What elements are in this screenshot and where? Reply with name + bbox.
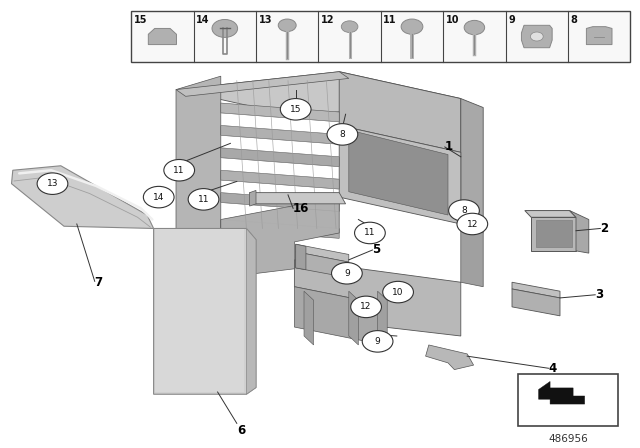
Text: 13: 13 bbox=[259, 15, 272, 25]
Text: 486956: 486956 bbox=[548, 434, 588, 444]
Polygon shape bbox=[294, 287, 384, 345]
Circle shape bbox=[351, 296, 381, 318]
Text: 2: 2 bbox=[600, 222, 609, 235]
Polygon shape bbox=[250, 193, 346, 204]
Polygon shape bbox=[12, 166, 154, 228]
Polygon shape bbox=[426, 345, 474, 370]
Text: 16: 16 bbox=[293, 202, 310, 215]
Polygon shape bbox=[221, 125, 339, 144]
Text: 9: 9 bbox=[344, 269, 349, 278]
Text: 5: 5 bbox=[372, 243, 381, 257]
Text: 8: 8 bbox=[340, 130, 345, 139]
Polygon shape bbox=[349, 130, 448, 215]
Circle shape bbox=[383, 281, 413, 303]
Polygon shape bbox=[461, 99, 483, 233]
Circle shape bbox=[278, 19, 296, 31]
Polygon shape bbox=[176, 76, 221, 372]
Polygon shape bbox=[294, 260, 461, 336]
Circle shape bbox=[531, 32, 543, 41]
Text: 8: 8 bbox=[461, 206, 467, 215]
Polygon shape bbox=[221, 197, 339, 278]
Polygon shape bbox=[339, 125, 461, 224]
Text: 10: 10 bbox=[445, 15, 460, 25]
Text: 15: 15 bbox=[134, 15, 147, 25]
Polygon shape bbox=[525, 211, 576, 217]
Polygon shape bbox=[536, 220, 572, 247]
Text: 7: 7 bbox=[95, 276, 103, 289]
Polygon shape bbox=[512, 289, 560, 316]
Polygon shape bbox=[296, 244, 349, 262]
Circle shape bbox=[212, 20, 237, 37]
Text: 3: 3 bbox=[595, 288, 604, 302]
Text: 12: 12 bbox=[321, 15, 335, 25]
Circle shape bbox=[464, 21, 484, 35]
Polygon shape bbox=[296, 252, 349, 278]
Text: 10: 10 bbox=[392, 288, 404, 297]
Polygon shape bbox=[221, 103, 339, 122]
Polygon shape bbox=[246, 228, 256, 394]
Polygon shape bbox=[176, 72, 349, 96]
Bar bbox=[131, 11, 630, 62]
Circle shape bbox=[188, 189, 219, 210]
Circle shape bbox=[362, 331, 393, 352]
Polygon shape bbox=[522, 26, 552, 48]
Polygon shape bbox=[539, 382, 585, 404]
Circle shape bbox=[327, 124, 358, 145]
Polygon shape bbox=[221, 220, 339, 238]
Circle shape bbox=[355, 222, 385, 244]
Polygon shape bbox=[512, 282, 560, 298]
Polygon shape bbox=[221, 170, 339, 189]
Polygon shape bbox=[378, 291, 387, 345]
Polygon shape bbox=[531, 217, 576, 251]
Text: 15: 15 bbox=[290, 105, 301, 114]
Polygon shape bbox=[176, 72, 461, 116]
Text: 12: 12 bbox=[467, 220, 478, 228]
Polygon shape bbox=[304, 291, 314, 345]
Text: 14: 14 bbox=[196, 15, 210, 25]
Circle shape bbox=[449, 200, 479, 221]
Polygon shape bbox=[155, 229, 244, 392]
Polygon shape bbox=[339, 72, 461, 152]
Text: 6: 6 bbox=[237, 423, 245, 437]
Text: 9: 9 bbox=[508, 15, 515, 25]
Text: 11: 11 bbox=[383, 15, 397, 25]
Text: 11: 11 bbox=[198, 195, 209, 204]
Polygon shape bbox=[570, 211, 589, 253]
Circle shape bbox=[37, 173, 68, 194]
Polygon shape bbox=[221, 193, 339, 211]
Polygon shape bbox=[250, 190, 256, 206]
Polygon shape bbox=[154, 228, 256, 394]
Circle shape bbox=[143, 186, 174, 208]
Circle shape bbox=[341, 21, 358, 33]
Text: 11: 11 bbox=[173, 166, 185, 175]
Circle shape bbox=[401, 19, 423, 34]
Circle shape bbox=[457, 213, 488, 235]
Polygon shape bbox=[148, 29, 177, 45]
Circle shape bbox=[280, 99, 311, 120]
Polygon shape bbox=[221, 148, 339, 167]
Text: 1: 1 bbox=[445, 140, 453, 154]
Text: 14: 14 bbox=[153, 193, 164, 202]
Text: 12: 12 bbox=[360, 302, 372, 311]
Polygon shape bbox=[296, 244, 306, 270]
Circle shape bbox=[164, 159, 195, 181]
Text: 4: 4 bbox=[548, 362, 557, 375]
Text: 11: 11 bbox=[364, 228, 376, 237]
Text: 8: 8 bbox=[571, 15, 577, 25]
Polygon shape bbox=[349, 291, 358, 345]
Text: 9: 9 bbox=[375, 337, 380, 346]
Circle shape bbox=[332, 263, 362, 284]
Text: 13: 13 bbox=[47, 179, 58, 188]
Polygon shape bbox=[461, 224, 483, 287]
Bar bbox=[518, 374, 618, 426]
Polygon shape bbox=[586, 27, 612, 45]
